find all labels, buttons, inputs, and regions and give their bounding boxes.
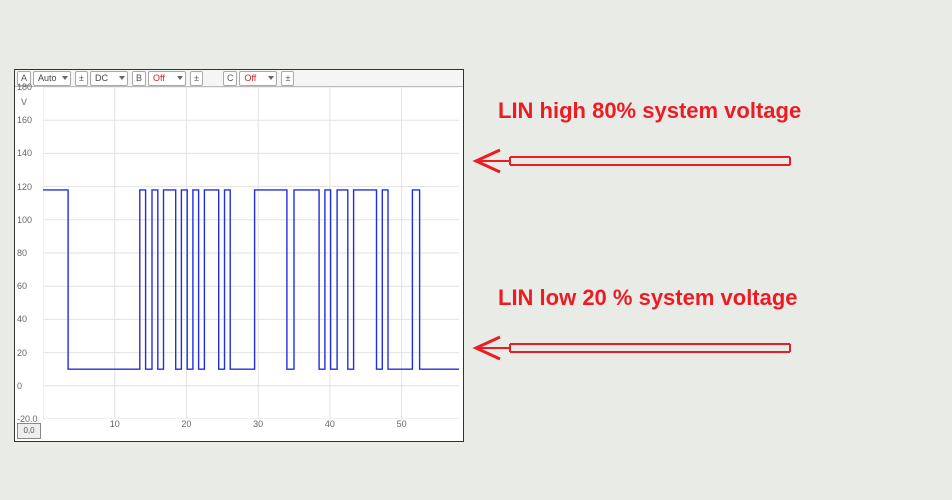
plot-area: -20.0020406080100120140160180 V 10203040… bbox=[15, 87, 463, 441]
channel-b-mode-select[interactable]: Off bbox=[148, 71, 186, 86]
annotation-high-arrow bbox=[470, 146, 800, 176]
scope-toolbar: A Auto ± DC B Off ± C Off ± bbox=[15, 70, 463, 87]
annotation-high-label: LIN high 80% system voltage bbox=[498, 98, 801, 124]
channel-c-mode-select[interactable]: Off bbox=[239, 71, 277, 86]
origin-indicator[interactable]: 0,0 bbox=[17, 423, 41, 439]
y-axis-unit: V bbox=[21, 97, 27, 107]
channel-a-range-button[interactable]: ± bbox=[75, 71, 88, 86]
channel-b-toggle[interactable]: B bbox=[132, 71, 146, 86]
annotation-low-arrow bbox=[470, 333, 800, 363]
x-axis-labels: 1020304050 bbox=[43, 419, 459, 439]
channel-a-coupling-select[interactable]: DC bbox=[90, 71, 128, 86]
oscilloscope-panel: A Auto ± DC B Off ± C Off ± -20.00204060… bbox=[14, 69, 464, 442]
channel-c-range-button[interactable]: ± bbox=[281, 71, 294, 86]
annotation-low-label: LIN low 20 % system voltage bbox=[498, 285, 798, 311]
signal-trace bbox=[43, 190, 459, 369]
y-axis-labels: -20.0020406080100120140160180 bbox=[17, 87, 43, 419]
channel-c-toggle[interactable]: C bbox=[223, 71, 238, 86]
plot-svg bbox=[43, 87, 459, 419]
channel-b-range-button[interactable]: ± bbox=[190, 71, 203, 86]
